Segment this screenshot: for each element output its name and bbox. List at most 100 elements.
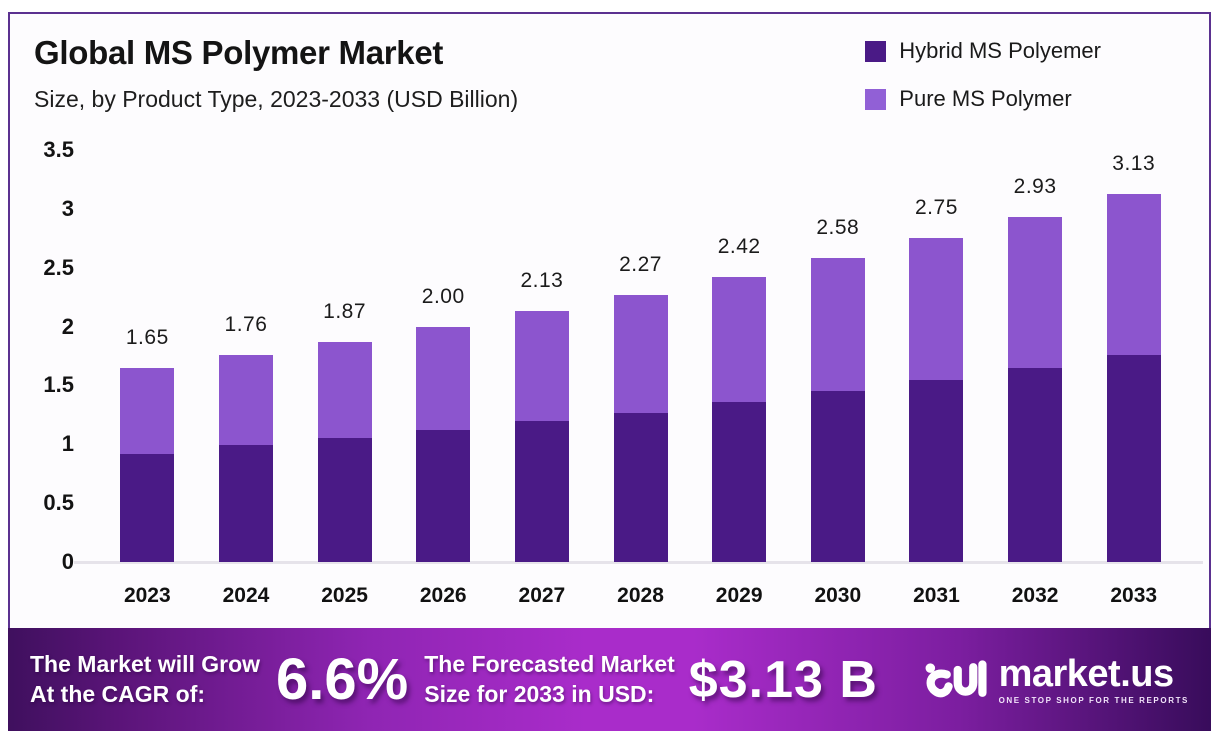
bar-total-label: 2.75 — [915, 196, 958, 220]
forecast-label-line2: Size for 2033 in USD: — [424, 680, 655, 707]
y-tick-label: 0.5 — [43, 490, 74, 516]
bar-total-label: 2.27 — [619, 252, 662, 276]
segment-pure — [1106, 193, 1161, 355]
stacked-bar — [317, 341, 372, 562]
stacked-bar — [218, 354, 273, 562]
segment-hybrid — [218, 445, 273, 562]
legend: Hybrid MS Polyemer Pure MS Polymer — [865, 38, 1101, 112]
cagr-label-line2: At the CAGR of: — [30, 680, 206, 707]
bar-total-label: 2.13 — [520, 269, 564, 293]
cagr-label: The Market will Grow At the CAGR of: — [30, 650, 260, 710]
logo-name: market.us — [998, 652, 1175, 695]
segment-hybrid — [613, 412, 668, 562]
legend-label-hybrid: Hybrid MS Polyemer — [899, 38, 1101, 63]
forecast-label-line1: The Forecasted Market — [424, 650, 675, 677]
segment-hybrid — [416, 430, 471, 562]
bar-total-label: 1.87 — [323, 299, 367, 323]
logo-text-block: market.us ONE STOP SHOP FOR THE REPORTS — [999, 655, 1189, 705]
bar-column: 2.75 2031 — [887, 150, 986, 607]
segment-pure — [712, 277, 767, 402]
forecast-label: The Forecasted Market Size for 2033 in U… — [424, 650, 675, 710]
x-axis-year-label: 2030 — [814, 584, 862, 607]
segment-hybrid — [810, 391, 865, 562]
y-tick-label: 0 — [61, 549, 74, 574]
stacked-bar — [416, 326, 471, 562]
bar-column: 2.00 2026 — [394, 150, 493, 607]
bar-total-label: 1.65 — [125, 325, 169, 349]
infographic-frame: Global MS Polymer Market Size, by Produc… — [8, 12, 1211, 731]
bar-total-label: 2.00 — [421, 284, 465, 308]
page-subtitle: Size, by Product Type, 2023-2033 (USD Bi… — [34, 86, 519, 112]
x-axis-year-label: 2023 — [123, 584, 171, 607]
x-axis-line — [74, 561, 1203, 564]
segment-hybrid — [712, 401, 767, 562]
forecast-value: $3.13 B — [688, 650, 878, 709]
segment-pure — [120, 367, 175, 454]
segment-pure — [317, 341, 372, 439]
stacked-bar — [712, 277, 767, 562]
x-axis-year-label: 2032 — [1011, 584, 1059, 607]
bar-column: 2.58 2030 — [788, 150, 887, 607]
page-title: Global MS Polymer Market — [34, 34, 444, 71]
bar-total-label: 2.42 — [717, 235, 761, 259]
segment-pure — [810, 258, 865, 392]
y-axis: 3.5 3 2.5 2 1.5 1 0.5 0 — [28, 137, 84, 574]
segment-hybrid — [514, 420, 569, 562]
legend-swatch-hybrid-icon — [865, 40, 887, 62]
bar-column: 2.42 2029 — [690, 150, 789, 607]
segment-hybrid — [1106, 354, 1161, 562]
segment-pure — [1008, 217, 1063, 368]
segment-pure — [613, 294, 668, 413]
plot-area: 1.65 2023 1.76 2024 1.87 2025 2.00 2026 2.13 2027… — [98, 150, 1183, 607]
y-tick-label: 3 — [61, 195, 74, 221]
bar-column: 1.87 2025 — [295, 150, 394, 607]
legend-item-hybrid: Hybrid MS Polyemer — [865, 38, 1101, 64]
segment-hybrid — [1008, 367, 1063, 562]
x-axis-year-label: 2029 — [715, 584, 763, 607]
y-tick-label: 3.5 — [43, 137, 74, 162]
segment-pure — [218, 354, 273, 446]
y-tick-label: 1.5 — [43, 372, 74, 398]
bar-column: 1.65 2023 — [98, 150, 197, 607]
x-axis-year-label: 2024 — [222, 584, 270, 607]
stacked-bar-chart: 3.5 3 2.5 2 1.5 1 0.5 0 1.65 2023 1.76 2024 1.87 202… — [28, 137, 1203, 607]
segment-pure — [416, 326, 471, 431]
x-axis-year-label: 2028 — [617, 584, 664, 607]
bar-column: 2.93 2032 — [986, 150, 1085, 607]
header: Global MS Polymer Market Size, by Produc… — [34, 34, 1209, 113]
x-axis-year-label: 2033 — [1110, 584, 1158, 607]
bar-total-label: 2.58 — [816, 216, 860, 240]
x-axis-year-label: 2031 — [913, 584, 960, 607]
y-tick-label: 2 — [61, 313, 74, 339]
bar-total-label: 2.93 — [1013, 175, 1057, 199]
legend-item-pure: Pure MS Polymer — [865, 86, 1101, 112]
stacked-bar — [514, 311, 569, 562]
segment-hybrid — [909, 379, 964, 562]
bar-column: 2.13 2027 — [493, 150, 592, 607]
title-block: Global MS Polymer Market Size, by Produc… — [34, 34, 518, 113]
stacked-bar — [810, 258, 865, 562]
bar-column: 3.13 2033 — [1084, 150, 1183, 607]
bar-total-label: 1.76 — [224, 312, 268, 336]
stacked-bar — [120, 367, 175, 562]
cagr-label-line1: The Market will Grow — [30, 650, 261, 677]
legend-label-pure: Pure MS Polymer — [899, 86, 1072, 111]
stacked-bar — [909, 238, 964, 562]
marketus-logo: market.us ONE STOP SHOP FOR THE REPORTS — [923, 654, 1189, 706]
y-tick-label: 2.5 — [43, 254, 74, 280]
x-axis-year-label: 2026 — [419, 584, 467, 607]
bar-column: 2.27 2028 — [591, 150, 690, 607]
marketus-logo-icon — [925, 659, 987, 697]
segment-hybrid — [120, 453, 175, 562]
x-axis-year-label: 2025 — [321, 584, 368, 607]
bar-total-label: 3.13 — [1112, 151, 1156, 175]
footer-banner: The Market will Grow At the CAGR of: 6.6… — [8, 628, 1211, 731]
cagr-value: 6.6% — [276, 647, 409, 712]
stacked-bar — [613, 294, 668, 562]
x-axis-year-label: 2027 — [518, 584, 566, 607]
bar-column: 1.76 2024 — [197, 150, 296, 607]
segment-pure — [514, 311, 569, 421]
stacked-bar — [1008, 217, 1063, 562]
stacked-bar — [1106, 193, 1161, 562]
logo-tagline: ONE STOP SHOP FOR THE REPORTS — [998, 695, 1189, 705]
